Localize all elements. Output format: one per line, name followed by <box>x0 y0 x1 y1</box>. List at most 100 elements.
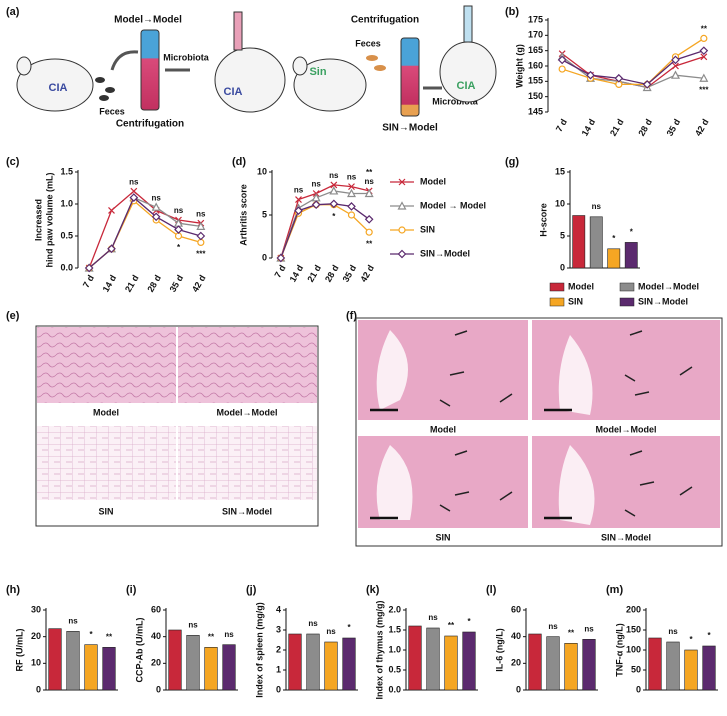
series-line <box>88 196 201 269</box>
marker <box>347 211 356 219</box>
bar <box>546 636 560 691</box>
syringe <box>463 5 473 43</box>
marker <box>174 225 183 234</box>
marker <box>276 253 286 263</box>
annotation: ns <box>308 619 318 628</box>
y-tick-label: 40 <box>151 631 161 641</box>
marker <box>670 70 681 79</box>
annotation: ns <box>311 180 321 189</box>
image-label: SIN→Model <box>601 532 651 542</box>
chart: (c) 0.0 0.5 1.0 1.5 Increased hind paw volume … <box>6 156 208 294</box>
donor-label: CIA <box>49 82 68 94</box>
bar <box>607 248 621 269</box>
marker <box>365 228 373 236</box>
x-tick-label: 35 d <box>341 263 359 284</box>
schematic: (a) CIA Feces Model→Model Centrifugation… <box>6 5 497 134</box>
y-tick-label: 160 <box>528 60 543 70</box>
marker <box>84 263 94 273</box>
annotation: ** <box>366 239 373 248</box>
x-tick-label: 28 d <box>636 117 654 138</box>
y-tick-label: 145 <box>528 106 543 116</box>
recipient-label: CIA <box>224 86 243 98</box>
bar <box>288 633 302 691</box>
label: Feces <box>99 106 125 116</box>
y-tick-label: 50 <box>631 664 641 674</box>
marker <box>329 199 339 209</box>
marker <box>130 187 138 195</box>
bar <box>204 647 218 691</box>
x-tick-label: 21 d <box>123 273 141 294</box>
annotation: * <box>630 228 634 237</box>
frame <box>35 325 319 527</box>
histology-e: (e) Model Model→Model SIN SIN→Model <box>6 310 319 527</box>
bar <box>426 627 440 691</box>
y-tick-label: 0 <box>516 684 521 694</box>
label: Microbiota <box>163 52 209 62</box>
bar <box>589 216 603 269</box>
y-tick-label: 20 <box>31 631 41 641</box>
micrograph <box>37 327 176 403</box>
bar <box>168 629 182 691</box>
annotation: ns <box>347 173 357 182</box>
recipient-label: CIA <box>457 80 476 92</box>
y-axis-label: TNF-α (ng/L) <box>614 623 624 677</box>
image-label: Model <box>430 424 456 434</box>
annotation: ** <box>208 632 215 641</box>
marker <box>558 65 566 73</box>
mouse-ear <box>292 56 308 76</box>
x-tick-label: 28 d <box>323 263 341 284</box>
bar <box>324 641 338 691</box>
annotation: ns <box>584 624 594 633</box>
y-tick-label: 1 <box>276 664 281 674</box>
panel-label: (g) <box>505 156 519 168</box>
image-label: SIN→Model <box>222 506 272 516</box>
marker <box>294 206 303 216</box>
x-tick-label: 14 d <box>288 263 306 284</box>
bar <box>222 644 236 691</box>
bar <box>102 647 116 691</box>
y-tick-label: 4 <box>276 604 281 614</box>
y-tick-label: 30 <box>31 604 41 614</box>
legend-label: SIN <box>420 224 435 234</box>
y-axis-label: IL-6 (ng/L) <box>494 628 504 672</box>
marker <box>398 226 406 234</box>
marker <box>614 73 624 83</box>
annotation: ** <box>106 632 113 641</box>
legend-swatch <box>549 282 565 292</box>
y-tick-label: 100 <box>626 644 641 654</box>
y-tick-label: 0 <box>560 262 565 272</box>
annotation: ns <box>592 202 602 211</box>
bar <box>702 645 716 691</box>
annotation: *** <box>196 250 206 259</box>
annotation: * <box>177 243 181 252</box>
feces <box>374 65 386 71</box>
recipient-mouse <box>214 47 286 113</box>
marker <box>700 53 708 61</box>
y-tick-label: 20 <box>511 658 521 668</box>
bar <box>528 633 542 691</box>
tube <box>140 29 160 111</box>
marker <box>196 221 206 230</box>
legend-label: Model → Model <box>420 200 486 210</box>
y-axis-label: CCP-Ab (U/mL) <box>134 618 144 683</box>
y-tick-label: 150 <box>626 624 641 634</box>
y-tick-label: 0 <box>276 684 281 694</box>
marker <box>348 183 355 191</box>
series-line <box>88 196 202 269</box>
x-tick-label: 7 d <box>554 117 569 133</box>
mouse-ear <box>16 56 32 76</box>
series-line <box>280 203 370 259</box>
y-tick-label: 165 <box>528 45 543 55</box>
y-tick-label: 2 <box>276 644 281 654</box>
donor-mouse <box>16 58 94 112</box>
y-tick-label: 175 <box>528 14 543 24</box>
label: Centrifugation <box>116 119 184 130</box>
y-axis-label: RF (U/mL) <box>14 629 24 672</box>
annotation: ns <box>188 620 198 629</box>
annotation: ns <box>68 616 78 625</box>
panel-label: (h) <box>6 584 20 596</box>
series-line <box>88 199 202 269</box>
annotation: * <box>347 623 351 632</box>
marker <box>671 55 680 65</box>
legend-swatch <box>619 297 635 307</box>
